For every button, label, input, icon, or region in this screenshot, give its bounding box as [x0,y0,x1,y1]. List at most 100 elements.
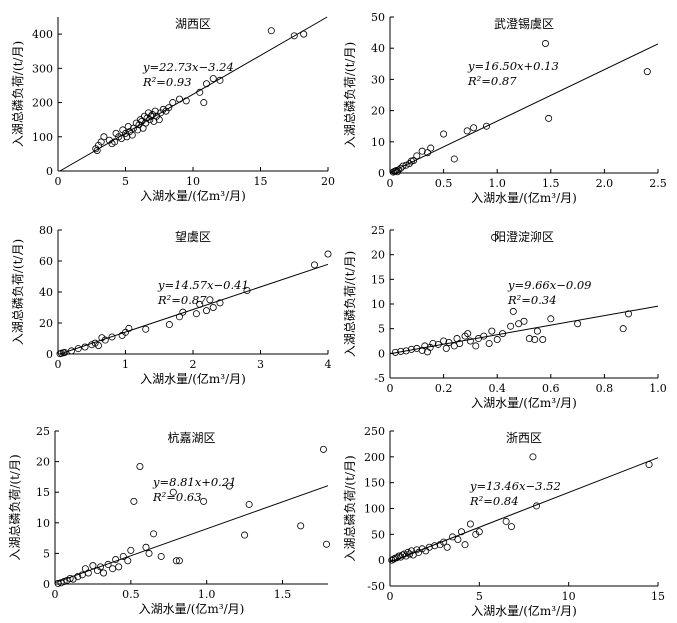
data-point [89,562,97,570]
data-point [300,30,308,38]
data-point [434,340,442,348]
panel-title: 浙西区 [506,431,542,445]
x-axis-label: 入湖水量/(亿m³/月) [471,190,577,205]
r-squared-label: R²=0.63 [152,490,202,504]
chart-panel-huxi: 0 5 10 15 200100200300400湖西区y=22.73x−3.24R²=… [10,16,335,203]
data-point [466,337,474,345]
data-point [507,322,515,330]
data-point [493,336,501,344]
data-point [192,310,200,318]
data-point [531,336,539,344]
data-point [101,336,109,344]
regression-equation: y=22.73x−3.24 [142,60,234,74]
data-point [165,104,173,112]
y-tick-label: 0 [46,348,53,361]
y-tick-label: 25 [36,425,50,438]
regression-equation: y=9.66x−0.09 [507,278,591,292]
data-point [472,530,480,538]
regression-equation: y=16.50x+0.13 [467,59,559,73]
y-tick-label: 5 [378,323,385,336]
y-axis-label: 入湖总磷负荷/(t/月) [342,42,357,148]
data-point [507,523,515,531]
data-point [431,542,439,550]
y-tick-label: 100 [364,503,385,516]
panel-title: 武澄锡虞区 [494,16,554,31]
y-tick-label: 20 [371,249,385,262]
regression-line [389,43,659,174]
data-point [410,157,418,165]
data-point [529,453,537,461]
data-point [119,552,127,560]
y-tick-label: 15 [36,486,50,499]
x-axis-label: 入湖水量/(亿m³/月) [139,601,245,616]
data-point [427,144,435,152]
data-point [209,75,217,83]
data-point [440,337,448,345]
y-tick-label: 60 [39,255,53,268]
data-point [202,80,210,88]
y-tick-label: 10 [371,136,385,149]
data-point [397,347,405,355]
r-squared-label: R²=0.87 [467,74,517,88]
data-point [407,547,415,555]
x-tick-label: 1.0 [649,382,667,395]
data-point [520,317,528,325]
x-tick-label: 0.5 [122,588,140,601]
data-point [109,565,117,573]
data-point [457,528,465,536]
data-point [182,97,190,105]
x-tick-label: 10 [186,175,200,188]
data-point [418,147,426,155]
data-point [93,146,101,154]
data-point [290,32,298,40]
data-point [206,296,214,304]
regression-equation: y=14.57x−0.41 [157,278,249,292]
data-point [175,557,183,565]
data-point [461,332,469,340]
x-tick-label: 4 [325,358,332,371]
data-point [175,95,183,103]
r-squared-label: R²=0.34 [507,293,557,307]
x-tick-label: 10 [562,590,576,603]
y-tick-label: 400 [32,28,53,41]
y-axis-label: 入湖总磷负荷/(t/月) [10,239,25,345]
x-tick-label: 0 [387,382,394,395]
data-point [322,540,330,548]
data-point [216,299,224,307]
chart-panel-wuchengxiyu: 0 0.5 1.0 1.5 2.0 2.5 0 10 20 30 40 50 武澄锡虞区 y=16.50x… [342,11,667,205]
x-tick-label: 1.0 [488,177,506,190]
data-point [74,573,82,581]
x-axis-label: 入湖水量/(亿m³/月) [140,371,246,386]
data-point [142,119,150,127]
data-point [128,131,136,139]
data-point [533,502,541,510]
y-tick-label: 30 [371,73,385,86]
regression-line [59,16,328,172]
data-point [111,138,119,146]
y-tick-label: 200 [364,451,385,464]
data-point [81,565,89,573]
data-point [145,549,153,557]
y-axis-label: 入湖总磷负荷/(t/月) [342,455,357,561]
x-tick-label: 5 [476,590,483,603]
y-axis-label: 入湖总磷负荷/(t/月) [10,41,25,147]
data-point [421,342,429,350]
data-point [574,320,582,328]
data-point [310,261,318,269]
data-point [196,300,204,308]
data-point [415,548,423,556]
data-point [108,333,116,341]
data-point [485,339,493,347]
data-point [165,321,173,329]
x-tick-label: 20 [321,175,335,188]
data-point [545,114,553,122]
data-point [319,445,327,453]
x-tick-label: 0 [387,590,394,603]
x-tick-label: 15 [254,175,268,188]
data-point [407,345,415,353]
x-tick-label: 0.4 [488,382,506,395]
data-point [66,574,74,582]
data-point [245,500,253,508]
